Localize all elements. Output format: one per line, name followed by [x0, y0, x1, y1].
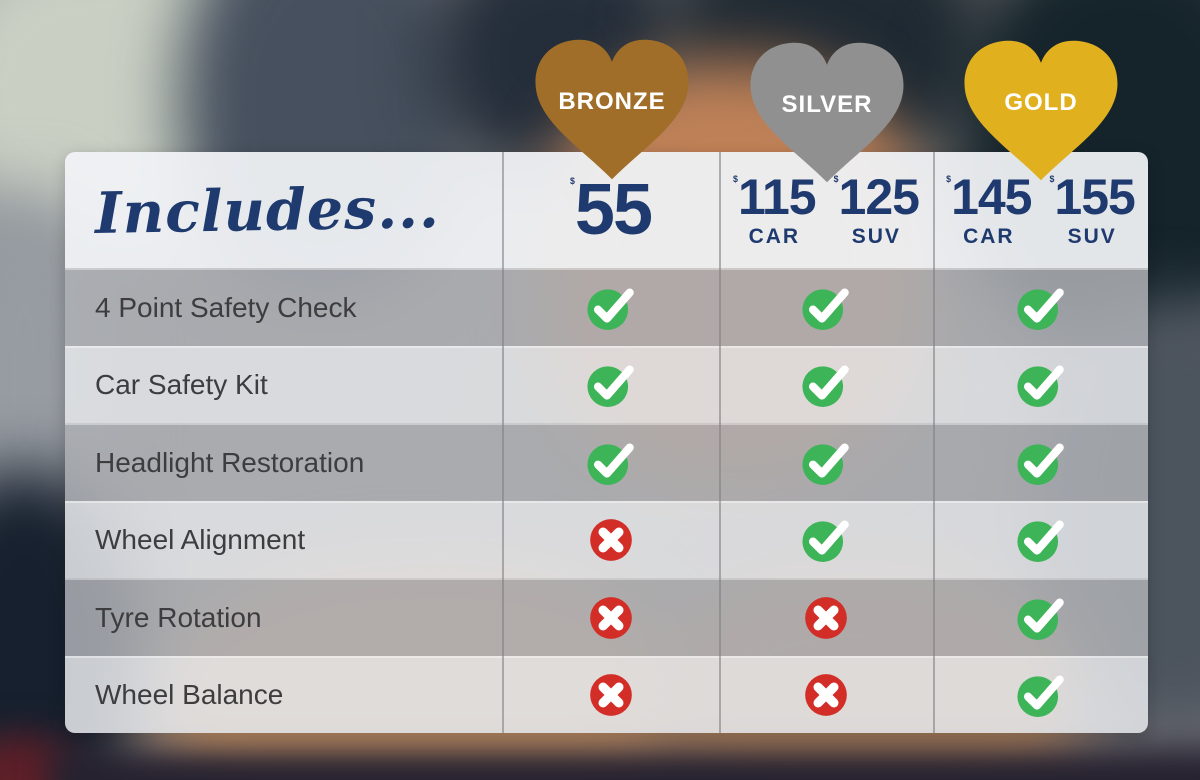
feature-label: Headlight Restoration: [95, 446, 365, 478]
feature-cell-gold: [933, 270, 1148, 346]
feature-label: Car Safety Kit: [95, 369, 268, 401]
feature-row: Headlight Restoration: [65, 423, 1148, 501]
check-icon: [1016, 288, 1064, 330]
check-icon: [586, 365, 634, 408]
price-amount: 115: [737, 168, 817, 225]
heart-icon: [750, 42, 904, 183]
price-group: $145 CAR: [946, 168, 1032, 249]
check-icon: [586, 443, 634, 485]
feature-row: Car Safety Kit: [65, 345, 1148, 424]
column-divider: [502, 152, 504, 733]
feature-row: Tyre Rotation: [65, 578, 1148, 656]
check-icon: [1016, 675, 1064, 718]
check-icon: [802, 288, 849, 330]
feature-label: Wheel Alignment: [95, 524, 306, 556]
feature-row: Wheel Balance: [65, 655, 1148, 734]
cross-icon: [805, 596, 847, 639]
heart-icon: [964, 40, 1118, 181]
feature-cell-silver: [719, 658, 933, 734]
plan-name: GOLD: [1004, 89, 1078, 117]
feature-cell-gold: [933, 503, 1148, 579]
feature-cell-silver: [719, 503, 933, 579]
check-icon: [586, 288, 634, 330]
plan-name: BRONZE: [558, 88, 666, 116]
feature-cell-bronze: [502, 270, 719, 346]
cross-icon: [589, 674, 632, 717]
price: $155: [1049, 168, 1136, 225]
price-group: $55: [570, 170, 653, 250]
price-amount: 145: [951, 168, 1032, 225]
currency-symbol: $: [733, 173, 738, 184]
vehicle-type-label: CAR: [963, 224, 1015, 248]
column-divider: [933, 152, 935, 733]
check-icon: [802, 365, 849, 408]
feature-label: Tyre Rotation: [95, 601, 262, 633]
feature-cell-gold: [933, 348, 1148, 424]
feature-cell-silver: [719, 580, 933, 656]
vehicle-type-label: SUV: [851, 224, 901, 248]
check-icon: [1016, 520, 1064, 563]
heart-icon: [535, 39, 689, 180]
plan-badge-bronze: BRONZE: [527, 33, 697, 186]
plan-price-cell-silver: $115 CAR $125 SUV: [719, 152, 933, 268]
column-divider: [719, 152, 721, 733]
plan-name: SILVER: [781, 91, 873, 119]
price: $115: [733, 168, 817, 225]
feature-cell-gold: [933, 658, 1148, 734]
price: $125: [833, 168, 920, 225]
price-group: $125 SUV: [833, 168, 920, 249]
feature-row: 4 Point Safety Check: [65, 268, 1148, 346]
includes-header-cell: Includes...: [65, 152, 502, 268]
feature-cell-silver: [719, 425, 933, 501]
check-icon: [1016, 598, 1064, 640]
plan-badge-silver: SILVER: [742, 36, 912, 189]
feature-label: Wheel Balance: [95, 679, 284, 711]
includes-title: Includes...: [94, 173, 441, 247]
check-icon: [802, 443, 849, 485]
price-group: $155 SUV: [1049, 168, 1136, 249]
currency-symbol: $: [833, 173, 839, 184]
currency-symbol: $: [570, 176, 575, 186]
feature-cell-bronze: [502, 348, 719, 424]
plan-price-cell-gold: $145 CAR $155 SUV: [933, 152, 1148, 268]
currency-symbol: $: [1049, 173, 1055, 184]
feature-cell-bronze: [502, 658, 719, 734]
price-amount: 125: [838, 168, 920, 225]
vehicle-type-label: SUV: [1067, 224, 1117, 248]
price-group: $115 CAR: [733, 168, 817, 249]
feature-cell-bronze: [502, 425, 719, 501]
check-icon: [1016, 365, 1064, 408]
currency-symbol: $: [946, 173, 952, 184]
pricing-table: Includes... $55 $115 CAR $125 SUV $145 CAR $155…: [65, 152, 1148, 733]
price: $55: [570, 170, 653, 250]
check-icon: [802, 520, 849, 563]
cross-icon: [805, 674, 847, 717]
price: $145: [946, 168, 1032, 225]
feature-row: Wheel Alignment: [65, 500, 1148, 579]
background-blob: [50, 748, 1200, 780]
feature-cell-bronze: [502, 503, 719, 579]
price-amount: 155: [1054, 168, 1135, 225]
feature-cell-gold: [933, 425, 1148, 501]
feature-cell-gold: [933, 580, 1148, 656]
feature-label: 4 Point Safety Check: [95, 291, 357, 323]
price-amount: 55: [574, 170, 653, 250]
feature-cell-silver: [719, 348, 933, 424]
plan-badge-gold: GOLD: [956, 34, 1126, 187]
vehicle-type-label: CAR: [748, 224, 801, 248]
check-icon: [1016, 443, 1064, 485]
cross-icon: [589, 596, 632, 639]
cross-icon: [589, 519, 632, 562]
feature-cell-silver: [719, 270, 933, 346]
plan-price-cell-bronze: $55: [502, 152, 719, 268]
feature-cell-bronze: [502, 580, 719, 656]
